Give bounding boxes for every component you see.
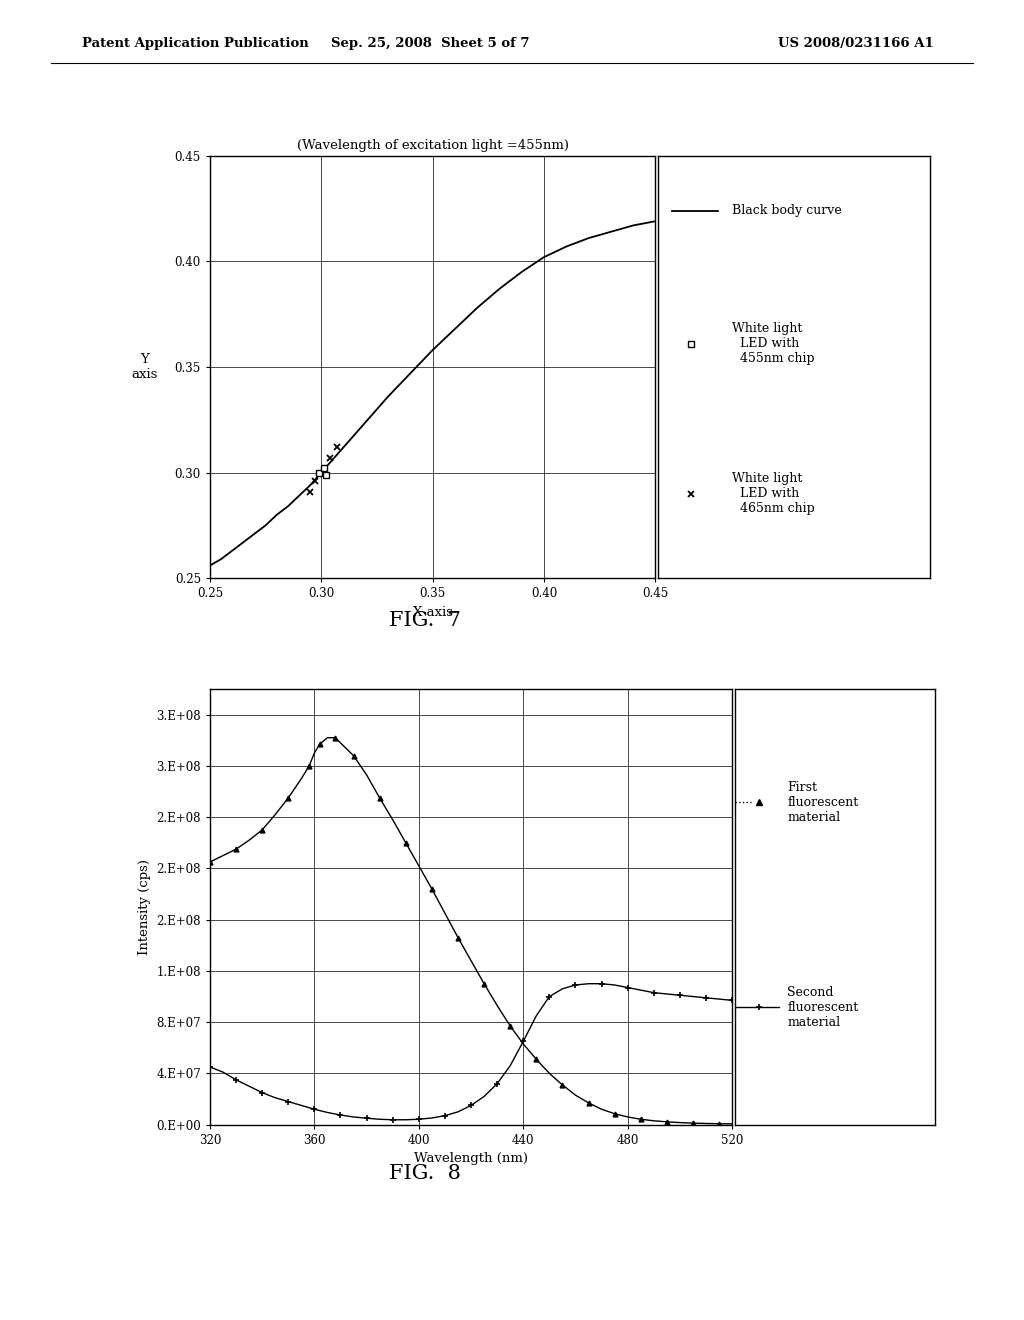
Text: FIG.  7: FIG. 7: [389, 611, 461, 630]
Text: White light
  LED with
  455nm chip: White light LED with 455nm chip: [732, 322, 814, 366]
Title: (Wavelength of excitation light =455nm): (Wavelength of excitation light =455nm): [297, 139, 568, 152]
Y-axis label: Y
axis: Y axis: [131, 352, 158, 381]
Y-axis label: Intensity (cps): Intensity (cps): [137, 859, 151, 954]
Text: FIG.  8: FIG. 8: [389, 1164, 461, 1183]
Text: US 2008/0231166 A1: US 2008/0231166 A1: [778, 37, 934, 50]
Text: Black body curve: Black body curve: [732, 205, 842, 218]
X-axis label: X axis: X axis: [413, 606, 453, 619]
X-axis label: Wavelength (nm): Wavelength (nm): [414, 1152, 528, 1166]
Text: Sep. 25, 2008  Sheet 5 of 7: Sep. 25, 2008 Sheet 5 of 7: [331, 37, 529, 50]
Text: Patent Application Publication: Patent Application Publication: [82, 37, 308, 50]
Text: Second
fluorescent
material: Second fluorescent material: [787, 986, 858, 1028]
Text: White light
  LED with
  465nm chip: White light LED with 465nm chip: [732, 473, 814, 515]
Text: First
fluorescent
material: First fluorescent material: [787, 781, 858, 824]
